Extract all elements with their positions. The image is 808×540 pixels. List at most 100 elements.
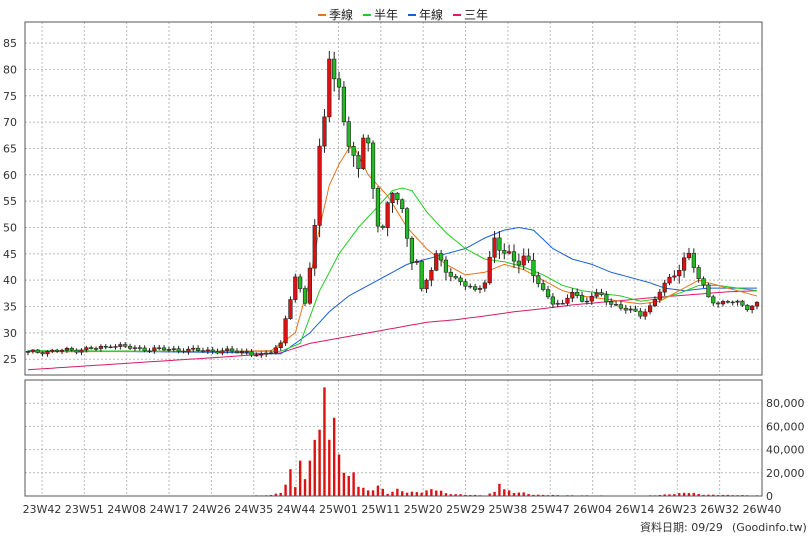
candle-body [244,351,249,353]
candle [298,273,303,293]
candle-body [657,291,662,300]
candle [380,224,385,230]
candle-body [118,344,123,347]
candle-body [380,225,385,228]
candle [657,288,662,303]
volume-bar [507,490,511,496]
candle-body [720,301,726,305]
candle [312,219,317,276]
candle [681,252,687,278]
volume-bar [415,492,418,496]
candle [30,349,35,354]
candle [477,285,483,294]
volume-bar [289,469,292,496]
volume-bar [376,485,380,496]
candle-body [239,351,244,353]
candle [414,259,419,265]
x-axis: 23W42 23W51 24W08 24W17 24W26 24W35 24W44 25W01… [23,503,782,516]
candle-body [521,255,526,266]
candle-body [711,296,716,304]
volume-tick-label: 60,000 [766,420,805,433]
volume-bar [332,417,336,496]
volume-tick-label: 0 [766,490,773,503]
candle [497,231,502,260]
candle-body [536,275,541,284]
volume-bar [517,492,521,496]
candle [215,348,220,355]
x-tick-label: 26W32 [700,503,739,516]
volume-tick-label: 40,000 [766,444,805,457]
legend-label: 半年 [374,8,398,22]
candle-body [176,348,181,352]
volume-bar [726,494,730,496]
candle-body [677,270,682,277]
legend-label: 季線 [329,7,353,22]
volume-bar [294,487,297,496]
candle-body [507,251,512,254]
candle [74,348,79,355]
candle-body [672,275,677,278]
candle-body [745,304,750,311]
candle [604,290,609,306]
price-tick-label: 50 [3,221,17,234]
volume-bar [459,494,462,496]
candle-body [667,276,672,284]
candle-body [633,308,638,312]
candle-body [623,307,628,311]
candle [50,348,55,354]
volume-bar [721,494,725,496]
candle [745,304,750,312]
candle-body [686,252,692,259]
candle-body [497,237,502,251]
volume-bar [493,491,496,496]
candle-body [123,344,128,347]
candle [103,344,108,350]
volume-bar [357,486,360,496]
candle [40,351,45,357]
candle-body [385,202,390,228]
volume-panel-frame [24,379,763,497]
x-tick-label: 25W47 [531,503,570,516]
volume-bar [527,494,530,496]
candle [200,347,206,353]
candle-body [302,288,308,304]
volume-bar [313,439,316,496]
candle [706,282,711,298]
candle-body [643,311,648,317]
candle [575,288,580,299]
candle [424,278,429,293]
volume-bar [410,491,414,496]
candle-body [312,225,317,269]
candle [400,198,405,213]
candle-body [181,350,186,353]
candle-body [171,348,176,350]
candle-body [594,292,599,297]
candle-body [468,285,473,288]
candle [754,301,760,310]
candle-body [750,305,755,311]
candle-body [259,353,264,356]
candle [35,349,40,354]
volume-bar [303,479,307,496]
candle [375,186,381,233]
volume-bar [401,491,404,496]
candle [142,345,147,353]
candle-body [113,346,118,348]
volume-bar [707,494,710,496]
candle-body [740,300,745,306]
candle-body [79,349,84,353]
candle-body [560,303,565,305]
candle [152,345,157,354]
candle [336,71,342,100]
x-tick-label: 24W26 [192,503,231,516]
candle [740,299,745,308]
candle [579,291,585,303]
candle [327,50,332,123]
volume-bar [464,494,467,496]
candle-body [205,349,210,352]
price-tick-label: 40 [3,274,17,287]
candle [516,253,521,274]
candle-body [701,278,706,286]
candle [720,299,726,307]
candle [511,244,517,268]
